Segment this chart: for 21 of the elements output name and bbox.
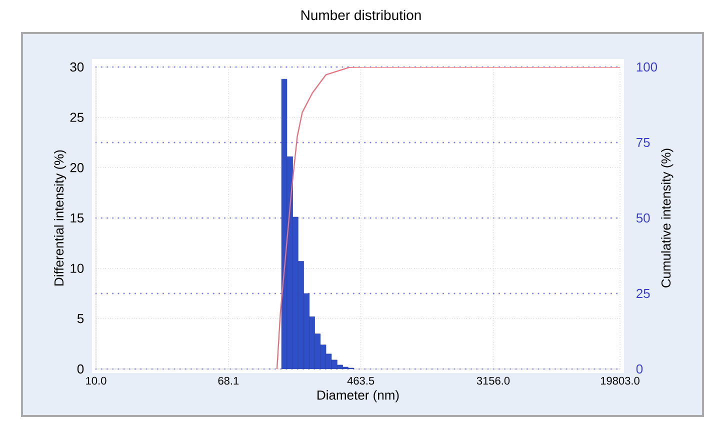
- y-tick-label: 0: [77, 364, 84, 374]
- y-tick-label: 10: [70, 264, 84, 273]
- y-tick-label: 20: [70, 163, 84, 172]
- y-tick-label: 5: [77, 314, 84, 324]
- y-tick-label: 30: [70, 62, 84, 72]
- x-tick-label: 3156.0: [476, 376, 510, 385]
- y2-tick-label: 100: [636, 62, 658, 72]
- y2-tick-label: 25: [636, 288, 650, 298]
- chart-title: Number distribution: [301, 10, 421, 20]
- y2-tick-label: 0: [636, 364, 643, 374]
- x-tick-label: 19803.0: [600, 376, 640, 385]
- x-axis-title: Diameter (nm): [318, 390, 399, 402]
- x-tick-label: 463.5: [347, 376, 374, 385]
- y2-axis-title: Cumulative intensity (%): [661, 148, 674, 288]
- x-tick-label: 10.0: [86, 376, 106, 385]
- x-tick-label: 68.1: [218, 376, 239, 385]
- y2-tick-label: 75: [636, 138, 650, 148]
- y-axis-title: Differential intensity (%): [54, 150, 66, 286]
- y-tick-label: 25: [70, 112, 84, 122]
- y2-tick-label: 50: [636, 213, 650, 223]
- y-tick-label: 15: [70, 213, 84, 223]
